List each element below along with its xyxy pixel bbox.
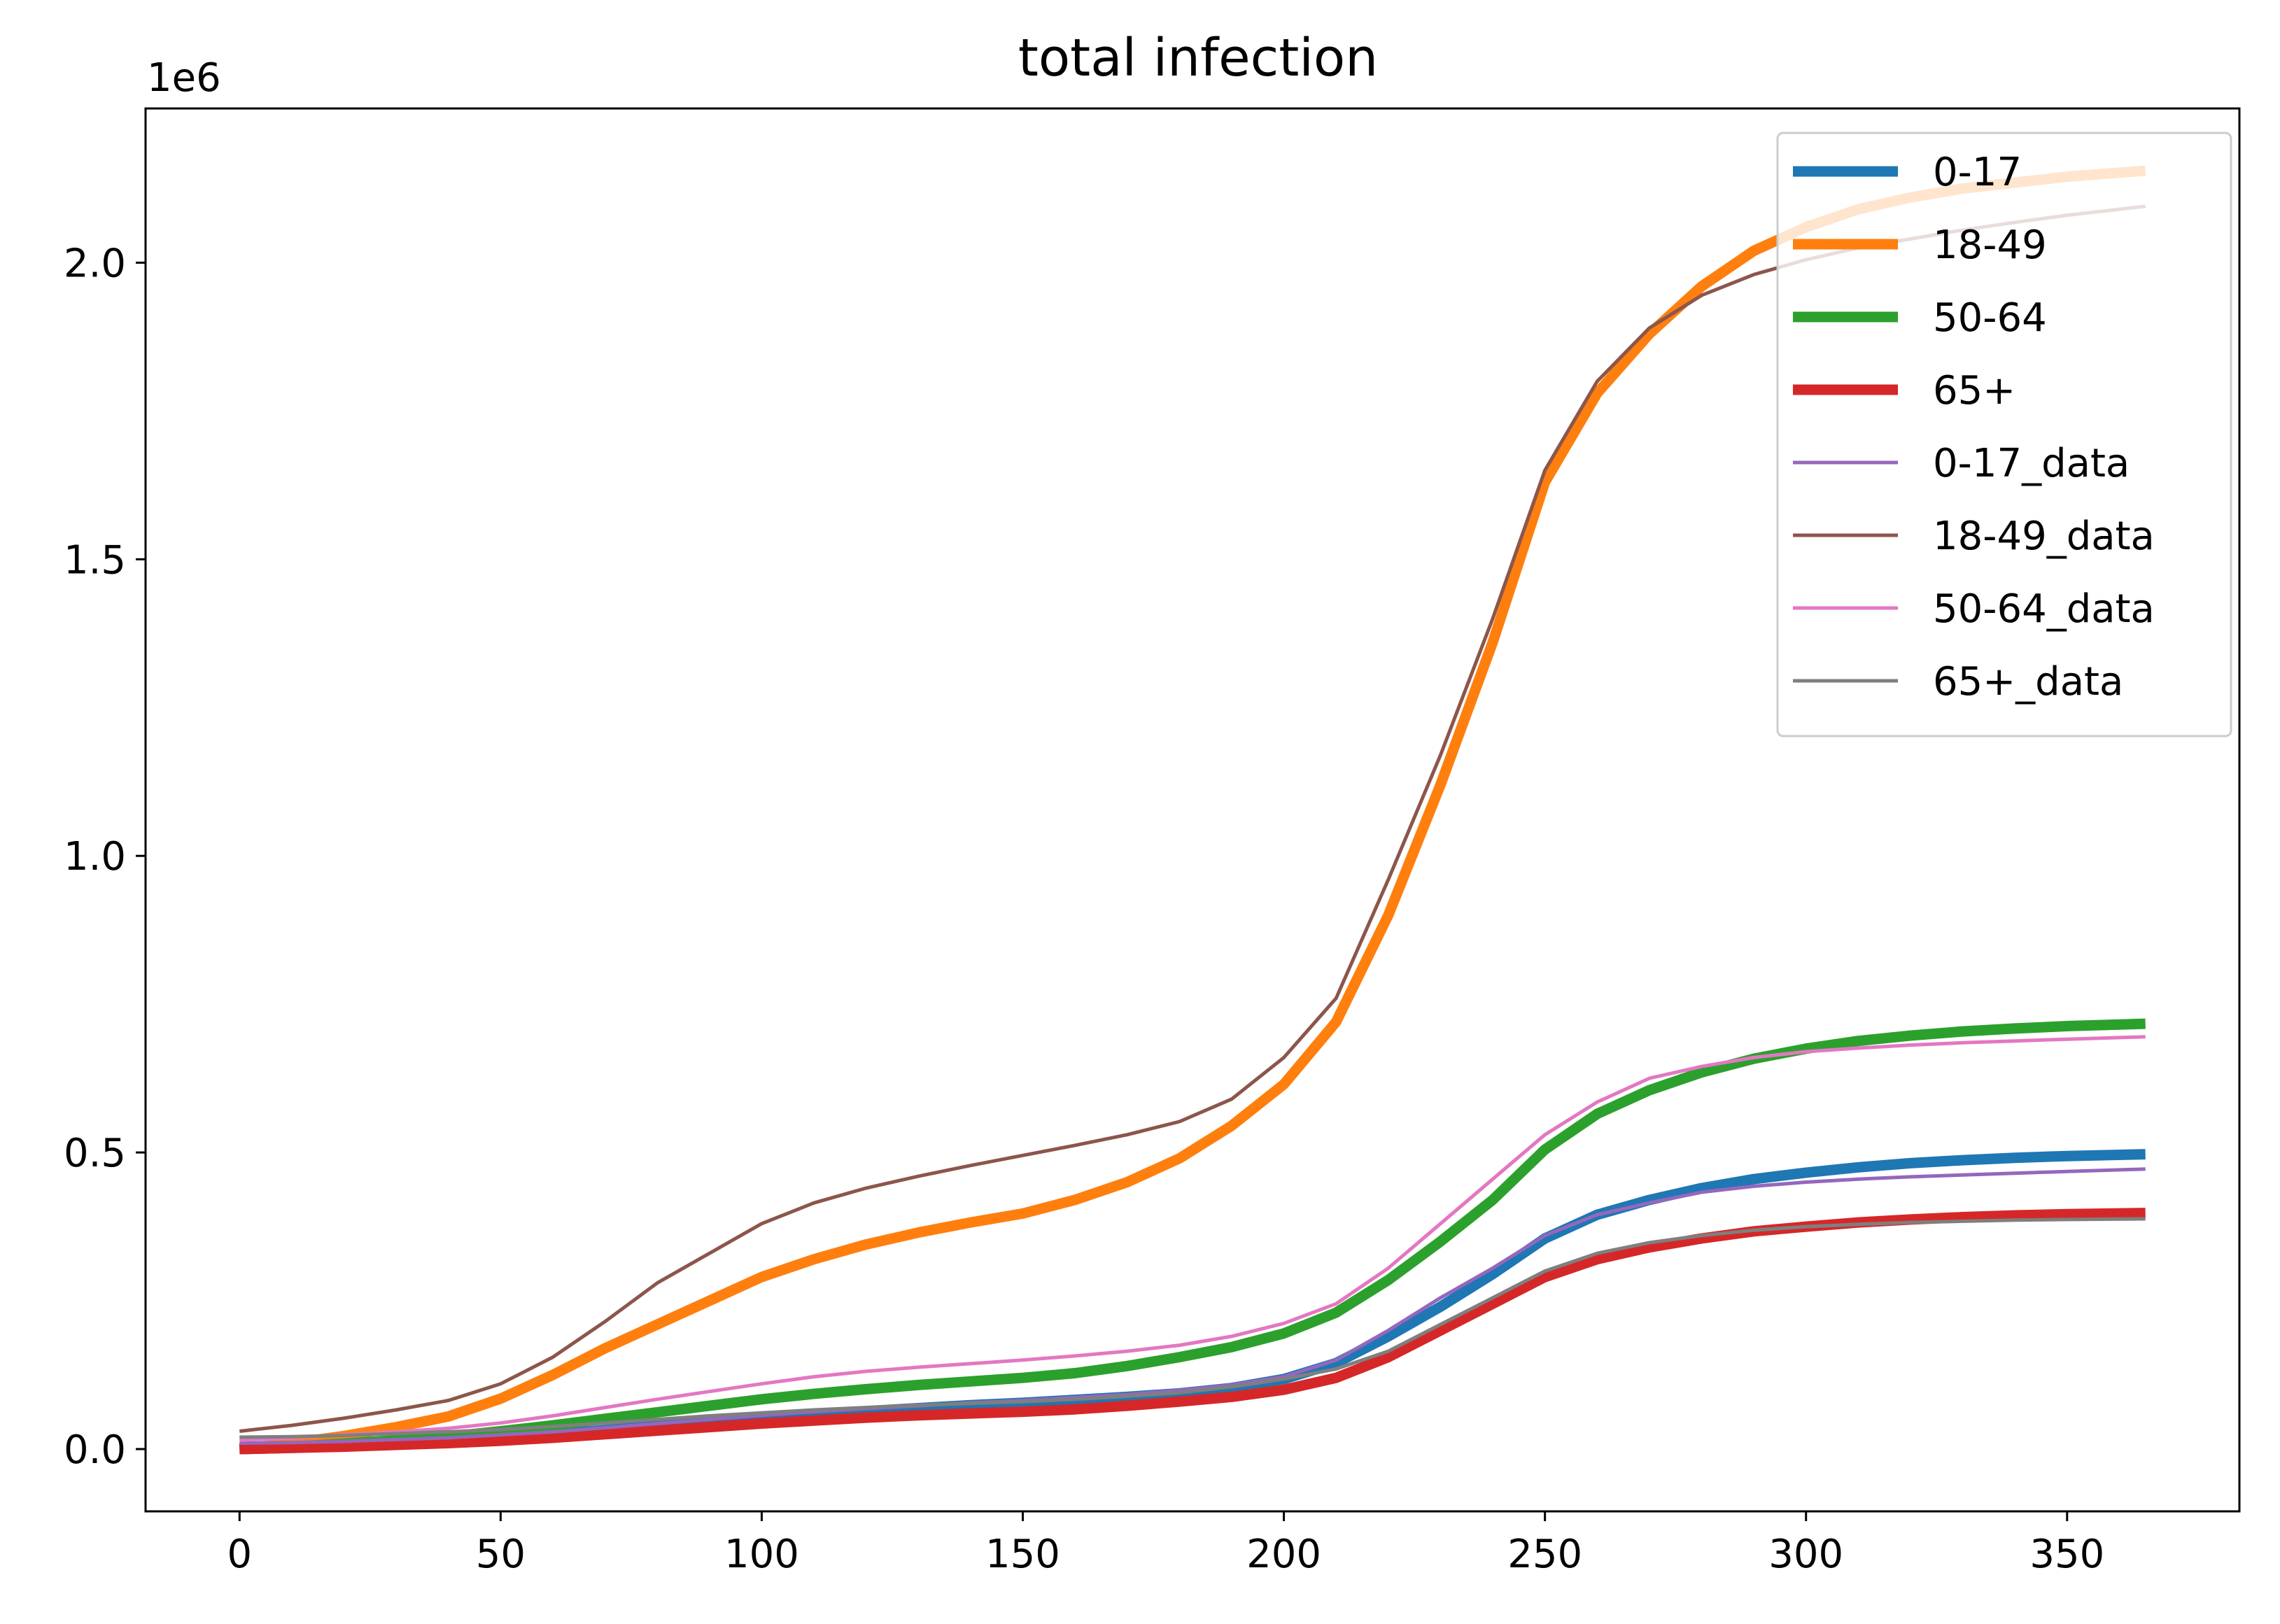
- legend-label: 0-17: [1933, 150, 2022, 195]
- x-tick-label: 300: [1768, 1532, 1843, 1577]
- x-tick-label: 50: [476, 1532, 526, 1577]
- x-tick-label: 150: [985, 1532, 1060, 1577]
- chart-title: total infection: [1018, 28, 1378, 88]
- legend-label: 65+_data: [1933, 659, 2123, 705]
- series-line-0-17-data: [239, 1167, 2146, 1445]
- series-line-50-64-data: [239, 1035, 2146, 1442]
- axes-frame: [144, 107, 2241, 1513]
- legend-label: 18-49_data: [1933, 514, 2155, 559]
- x-tick-label: 250: [1507, 1532, 1582, 1577]
- legend-label: 18-49: [1933, 223, 2047, 268]
- y-scale-label: 1e6: [147, 55, 221, 101]
- y-tick-label: 0.0: [64, 1427, 126, 1473]
- x-tick-label: 350: [2029, 1532, 2104, 1577]
- legend-label: 0-17_data: [1933, 441, 2130, 486]
- legend-box: [1776, 132, 2232, 737]
- legend-label: 50-64_data: [1933, 586, 2155, 632]
- legend-label: 50-64: [1933, 295, 2047, 341]
- series-line-65-data: [239, 1217, 2146, 1439]
- legend-label: 65+: [1933, 368, 2015, 414]
- x-tick-label: 200: [1246, 1532, 1321, 1577]
- plot-area: 0 50 100 150 200 250 300 350 0.0 0.5 1.0 1.5 2.0: [64, 107, 2241, 1577]
- x-tick-label: 0: [227, 1532, 252, 1577]
- y-tick-label: 1.0: [64, 834, 126, 880]
- x-tick-label: 100: [724, 1532, 799, 1577]
- y-tick-label: 1.5: [64, 537, 126, 583]
- y-tick-label: 2.0: [64, 241, 126, 286]
- legend: 0-17 18-49 50-64 65+ 0-17_data 18-49_data 50-6…: [1776, 132, 2232, 737]
- y-tick-label: 0.5: [64, 1131, 126, 1176]
